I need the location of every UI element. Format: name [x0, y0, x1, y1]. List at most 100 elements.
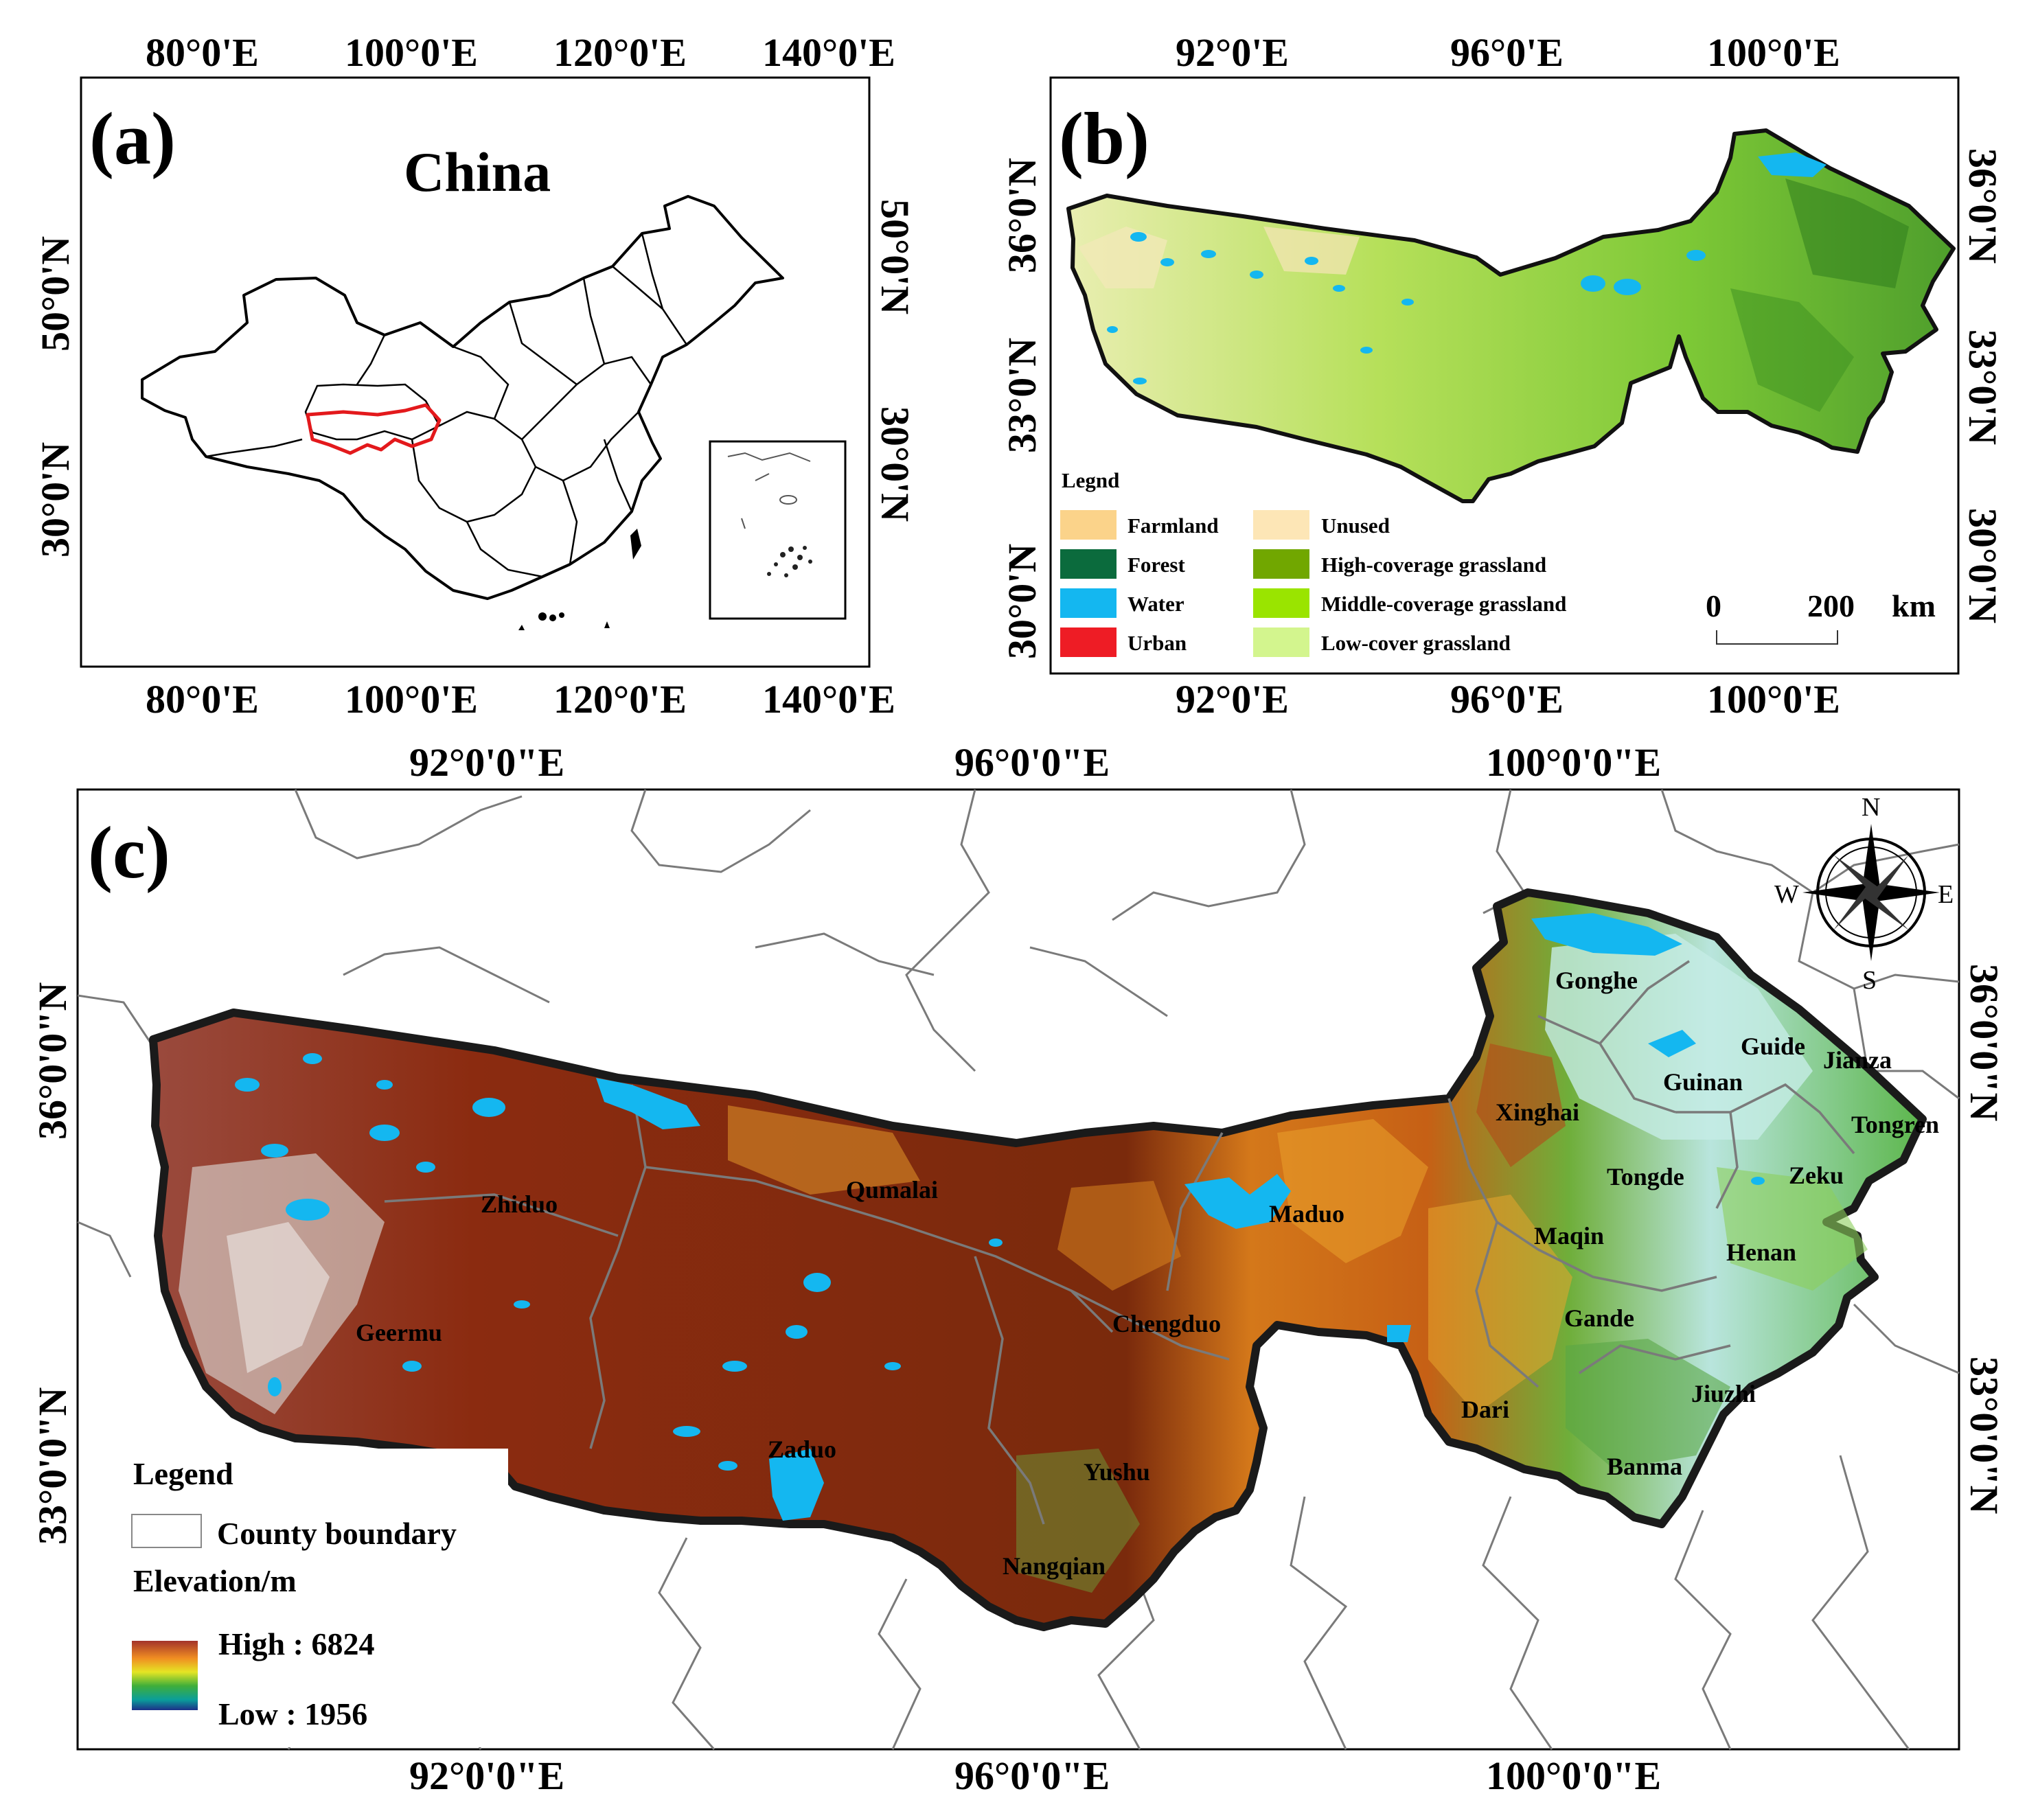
tick-left: 36°0'N — [1000, 158, 1044, 273]
tick-top: 100°0'E — [345, 30, 478, 75]
tick-top: 96°0'0"E — [954, 740, 1110, 785]
legend-swatch — [1060, 588, 1117, 618]
county-label: Jianza — [1823, 1046, 1892, 1074]
south-china-sea-inset — [709, 440, 847, 620]
compass-s-label: S — [1862, 966, 1877, 995]
scale-unit-label: km — [1892, 588, 1936, 623]
legend-swatch — [1060, 549, 1117, 579]
legend-item-label: High-coverage grassland — [1321, 553, 1546, 577]
county-label: Guinan — [1663, 1068, 1743, 1096]
scale-start-label: 0 — [1706, 588, 1721, 623]
tick-top: 96°0'E — [1450, 30, 1564, 75]
tick-top: 140°0'E — [762, 30, 895, 75]
tick-bottom: 100°0'E — [1707, 677, 1840, 722]
legend-swatch — [1060, 627, 1117, 657]
tick-top: 100°0'0"E — [1486, 740, 1661, 785]
elevation-ramp — [132, 1641, 198, 1710]
county-label: Henan — [1726, 1239, 1796, 1266]
county-label: Gande — [1564, 1304, 1634, 1332]
county-label: Dari — [1461, 1396, 1509, 1423]
landcover-map — [1066, 128, 1956, 503]
tick-left: 33°0'N — [1000, 338, 1044, 453]
province-lines — [205, 233, 688, 578]
compass-w-label: W — [1774, 880, 1799, 909]
legend-item-label: Unused — [1321, 514, 1390, 538]
elevation-low-label: Low : 1956 — [218, 1696, 367, 1731]
county-label: Nangqian — [1003, 1552, 1106, 1580]
county-label: Guide — [1741, 1033, 1805, 1060]
county-boundary-swatch — [131, 1514, 202, 1548]
compass-n-label: N — [1862, 793, 1880, 822]
elevation-relief — [179, 934, 1868, 1593]
tick-bottom: 100°0'0"E — [1486, 1753, 1661, 1798]
scale-bar: 0 200 km — [1706, 588, 1936, 645]
legend-swatch — [1253, 549, 1309, 579]
panel-c: (c) 92°0'0"E 96°0'0"E 100°0'0"E 92°0'0"E… — [30, 740, 2006, 1798]
county-label: Tongren — [1851, 1111, 1939, 1138]
compass-needle-diag — [1833, 855, 1909, 930]
county-label: Gonghe — [1555, 967, 1638, 994]
panel-c-letter: (c) — [88, 812, 170, 894]
county-label: Chengduo — [1112, 1310, 1221, 1337]
county-label: Jiuzhi — [1691, 1380, 1756, 1407]
county-labels: Gonghe Guide Jianza Guinan Tongren Xingh… — [356, 967, 1939, 1580]
legend-item-label: Farmland — [1127, 514, 1219, 538]
inset-island-dots — [767, 546, 812, 577]
tick-top: 92°0'E — [1176, 30, 1289, 75]
county-label: Yushu — [1084, 1458, 1150, 1486]
taiwan-hainan-islands — [518, 529, 641, 630]
panel-a-title: China — [404, 141, 551, 203]
legend-item-label: Water — [1127, 592, 1184, 616]
tick-bottom: 140°0'E — [762, 677, 895, 722]
elevation-title: Elevation/m — [133, 1563, 297, 1598]
tick-left: 30°0'N — [1000, 544, 1044, 659]
compass-needle-w — [1802, 883, 1871, 902]
legend-item-label: Urban — [1127, 631, 1187, 655]
legend-item-label: Forest — [1127, 553, 1185, 577]
panel-a: (a) China 80°0'E 100°0'E 120°0'E 140°0'E… — [33, 30, 917, 722]
county-label: Xinghai — [1496, 1098, 1579, 1126]
elevation-high-label: High : 6824 — [218, 1626, 374, 1661]
tick-right: 36°0'N — [1960, 148, 2005, 264]
panel-b-letter: (b) — [1059, 98, 1149, 180]
tick-right: 33°0'N — [1960, 330, 2005, 445]
landcover-patches — [1078, 178, 1909, 412]
tick-top: 100°0'E — [1707, 30, 1840, 75]
county-label: Geermu — [356, 1319, 442, 1346]
legend-items: Farmland Forest Water Urban Unused High-… — [1060, 510, 1566, 657]
tick-bottom: 92°0'0"E — [409, 1753, 564, 1798]
tick-top: 92°0'0"E — [409, 740, 564, 785]
tick-right: 30°0'N — [873, 406, 917, 522]
tick-bottom: 96°0'0"E — [954, 1753, 1110, 1798]
legend-title: Legend — [133, 1456, 233, 1491]
tick-left: 30°0'N — [33, 442, 78, 557]
tick-bottom: 80°0'E — [146, 677, 259, 722]
inset-islands — [727, 452, 811, 529]
tick-bottom: 92°0'E — [1176, 677, 1289, 722]
tick-right: 36°0'0"N — [1962, 964, 2006, 1122]
tick-left: 36°0'0"N — [30, 982, 75, 1140]
elevation-map — [149, 888, 1927, 1631]
tick-top: 120°0'E — [553, 30, 687, 75]
legend-item-label: Middle-coverage grassland — [1321, 592, 1566, 616]
scale-end-label: 200 — [1807, 588, 1855, 623]
county-label: Tongde — [1607, 1163, 1684, 1190]
county-label: Zeku — [1789, 1162, 1844, 1189]
compass-needle-e — [1871, 883, 1940, 902]
county-label: Banma — [1607, 1453, 1682, 1480]
county-label: Zhiduo — [481, 1190, 558, 1218]
county-label: Qumalai — [846, 1176, 938, 1203]
legend-item-label: Low-cover grassland — [1321, 631, 1511, 655]
panel-a-letter: (a) — [89, 98, 176, 180]
compass-e-label: E — [1938, 880, 1954, 909]
lakes — [235, 913, 1765, 1521]
tick-right: 30°0'N — [1960, 508, 2005, 623]
tick-bottom: 120°0'E — [553, 677, 687, 722]
tick-right: 50°0'N — [873, 199, 917, 314]
compass-needle-s — [1862, 892, 1881, 961]
inner-county-boundaries — [384, 960, 1855, 1525]
panel-c-legend: Legend County boundary Elevation/m High … — [79, 1449, 508, 1747]
study-area-outline — [306, 403, 442, 455]
county-label: Zaduo — [768, 1436, 836, 1463]
county-label: Maqin — [1534, 1222, 1604, 1249]
